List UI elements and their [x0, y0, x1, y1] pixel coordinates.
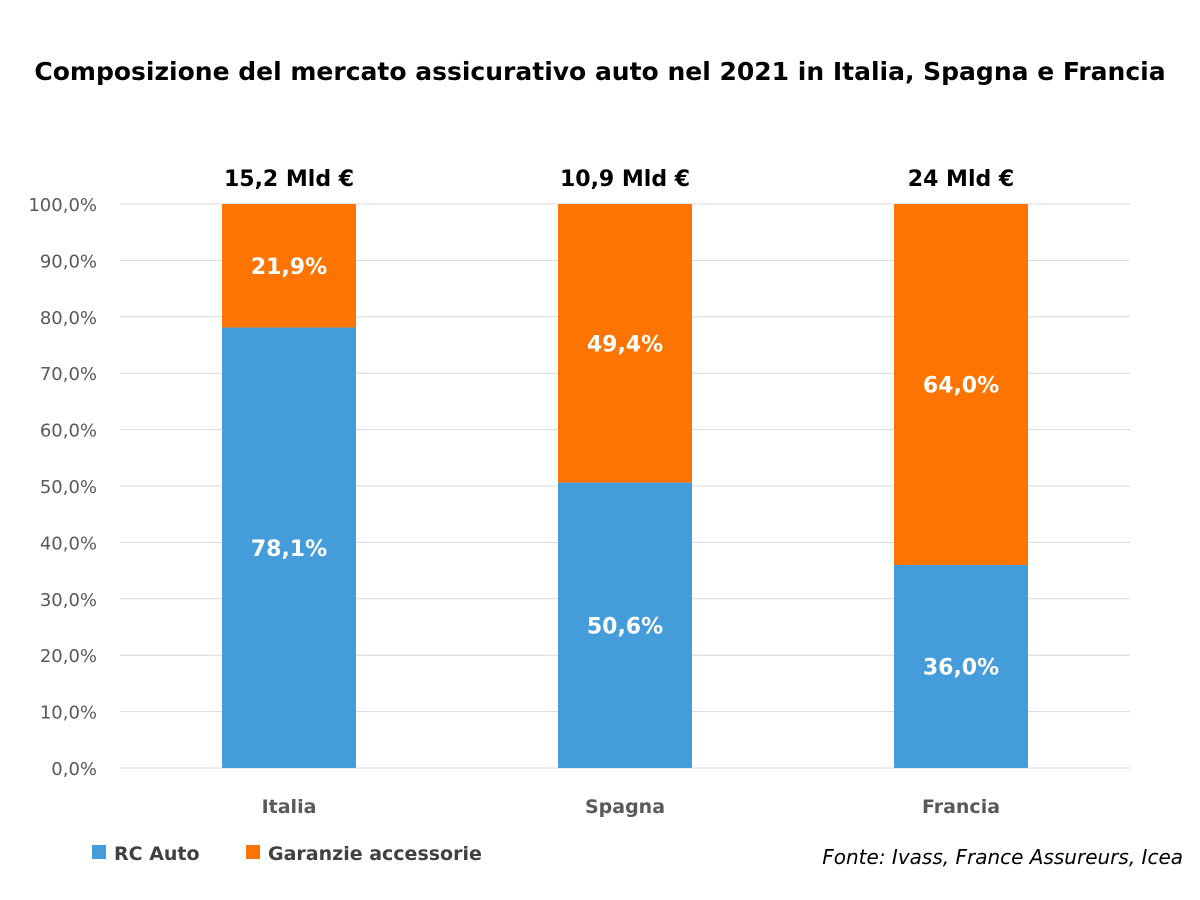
data-label: 36,0%	[923, 655, 999, 680]
y-tick-label: 30,0%	[40, 590, 97, 611]
x-tick-label: Italia	[262, 796, 317, 818]
x-tick-label: Spagna	[585, 796, 665, 818]
data-label: 64,0%	[923, 373, 999, 398]
x-tick-label: Francia	[922, 796, 1000, 818]
x-axis-ticks: Italia Spagna Francia	[262, 796, 1000, 818]
chart-title: Composizione del mercato assicurativo au…	[34, 57, 1165, 86]
bar-totals: 15,2 Mld € 10,9 Mld € 24 Mld €	[224, 167, 1014, 192]
data-label: 21,9%	[251, 255, 327, 280]
y-axis-ticks: 0,0% 10,0% 20,0% 30,0% 40,0% 50,0% 60,0% 70,0% 8…	[28, 195, 97, 780]
bar-segment-garanzie-accessorie	[222, 204, 356, 328]
y-tick-label: 100,0%	[28, 195, 97, 216]
y-tick-label: 50,0%	[40, 477, 97, 498]
y-tick-label: 20,0%	[40, 646, 97, 667]
bar-segment-garanzie-accessorie	[558, 204, 692, 483]
y-tick-label: 0,0%	[51, 759, 97, 780]
bar-segment-rc-auto	[558, 482, 692, 768]
bar-segment-rc-auto	[894, 564, 1028, 768]
bar-total-label: 10,9 Mld €	[560, 167, 690, 192]
legend-label: Garanzie accessorie	[268, 843, 482, 865]
bars	[222, 204, 1028, 768]
data-label: 49,4%	[587, 332, 663, 357]
legend: RC Auto Garanzie accessorie	[92, 843, 482, 865]
y-tick-label: 10,0%	[40, 703, 97, 724]
legend-swatch	[92, 845, 106, 859]
legend-label: RC Auto	[114, 843, 200, 865]
bar-segment-garanzie-accessorie	[894, 204, 1028, 565]
source-note: Fonte: Ivass, France Assureurs, Icea	[822, 845, 1183, 869]
bar-segment-rc-auto	[222, 327, 356, 768]
data-label: 50,6%	[587, 614, 663, 639]
bar-total-label: 24 Mld €	[908, 167, 1014, 192]
y-tick-label: 40,0%	[40, 533, 97, 554]
data-labels: 78,1% 21,9% 50,6% 49,4% 36,0% 64,0%	[251, 255, 999, 681]
y-tick-label: 60,0%	[40, 421, 97, 442]
data-label: 78,1%	[251, 537, 327, 562]
legend-swatch	[246, 845, 260, 859]
y-tick-label: 70,0%	[40, 364, 97, 385]
y-tick-label: 80,0%	[40, 308, 97, 329]
y-tick-label: 90,0%	[40, 251, 97, 272]
bar-total-label: 15,2 Mld €	[224, 167, 354, 192]
